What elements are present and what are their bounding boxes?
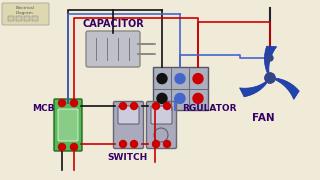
FancyBboxPatch shape (58, 109, 78, 141)
Circle shape (119, 141, 126, 147)
FancyBboxPatch shape (32, 16, 38, 21)
Circle shape (59, 143, 66, 150)
Circle shape (70, 143, 77, 150)
Text: SWITCH: SWITCH (108, 154, 148, 163)
Circle shape (164, 141, 171, 147)
Text: Diagram: Diagram (16, 11, 34, 15)
Circle shape (59, 100, 66, 107)
Text: MCB: MCB (32, 103, 54, 112)
FancyBboxPatch shape (24, 16, 30, 21)
Circle shape (193, 74, 203, 84)
FancyBboxPatch shape (16, 16, 22, 21)
Circle shape (153, 102, 159, 109)
FancyBboxPatch shape (147, 102, 177, 148)
Circle shape (70, 100, 77, 107)
Circle shape (267, 55, 273, 61)
FancyBboxPatch shape (2, 3, 49, 25)
Circle shape (265, 73, 275, 83)
Text: FAN: FAN (252, 113, 274, 123)
Circle shape (175, 93, 185, 103)
Circle shape (157, 74, 167, 84)
FancyBboxPatch shape (114, 102, 143, 148)
FancyBboxPatch shape (86, 31, 140, 67)
FancyBboxPatch shape (151, 106, 172, 124)
Text: CAPACITOR: CAPACITOR (82, 19, 144, 29)
Circle shape (119, 102, 126, 109)
Text: RGULATOR: RGULATOR (182, 103, 236, 112)
FancyBboxPatch shape (8, 16, 14, 21)
Circle shape (193, 93, 203, 103)
Circle shape (265, 73, 275, 83)
Circle shape (164, 102, 171, 109)
FancyBboxPatch shape (153, 67, 208, 110)
Polygon shape (240, 82, 267, 97)
FancyBboxPatch shape (54, 99, 82, 151)
Text: Electrical: Electrical (16, 6, 35, 10)
Circle shape (131, 102, 138, 109)
Circle shape (131, 141, 138, 147)
Polygon shape (276, 78, 299, 99)
Polygon shape (264, 46, 277, 73)
Circle shape (157, 93, 167, 103)
FancyBboxPatch shape (118, 106, 139, 124)
Circle shape (153, 141, 159, 147)
Circle shape (175, 74, 185, 84)
